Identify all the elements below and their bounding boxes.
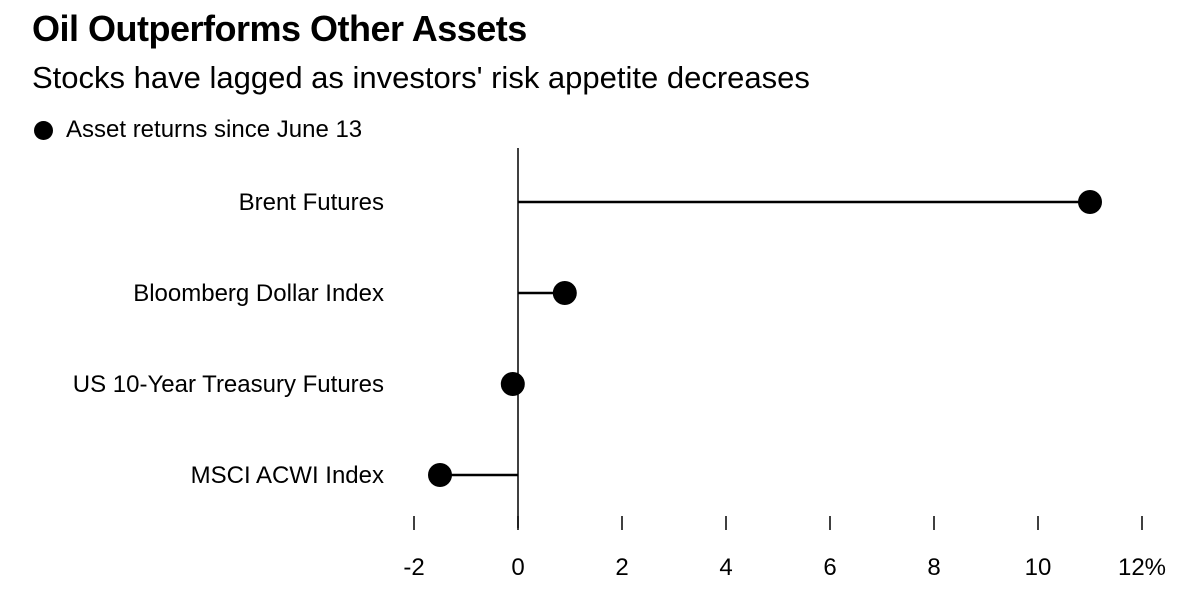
- x-tick-label: -2: [403, 554, 424, 581]
- category-label: US 10-Year Treasury Futures: [73, 371, 384, 398]
- chart-title: Oil Outperforms Other Assets: [32, 8, 527, 49]
- x-tick-label: 0: [511, 554, 524, 581]
- x-tick-label: 4: [719, 554, 732, 581]
- x-tick-label: 2: [615, 554, 628, 581]
- legend-marker-icon: [34, 120, 53, 140]
- x-tick-label: 10: [1025, 554, 1052, 581]
- x-tick-label: 6: [823, 554, 836, 581]
- marks-layer: Brent Futures Bloomberg Dollar Index US 10…: [73, 189, 1102, 489]
- category-label: Bloomberg Dollar Index: [133, 280, 384, 307]
- value-dot: [552, 281, 577, 305]
- value-dot: [428, 463, 452, 487]
- value-dot: [1078, 190, 1102, 214]
- axis-layer: -2 0 2 4 6 8 10 12%: [403, 148, 1166, 581]
- legend-label: Asset returns since June 13: [66, 116, 363, 143]
- chart-subtitle: Stocks have lagged as investors' risk ap…: [32, 60, 810, 95]
- x-tick-label: 8: [927, 554, 940, 581]
- category-label: Brent Futures: [239, 189, 384, 216]
- value-dot: [500, 372, 525, 396]
- x-tick-label: 12%: [1118, 554, 1166, 581]
- legend: Asset returns since June 13: [34, 116, 362, 144]
- category-label: MSCI ACWI Index: [191, 462, 384, 489]
